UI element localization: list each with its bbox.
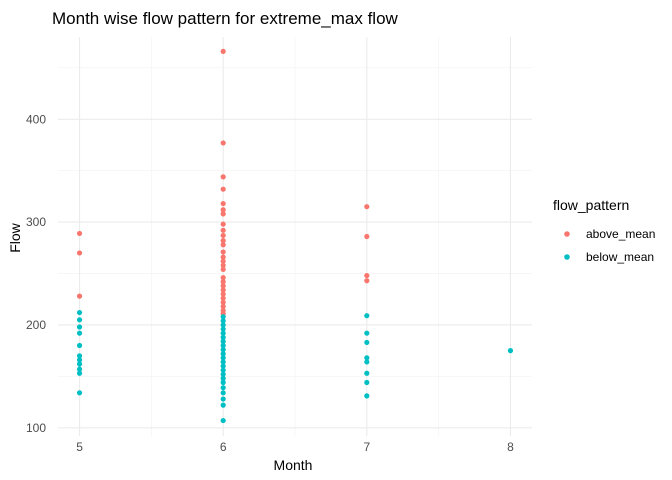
- data-point-below-mean: [220, 342, 226, 349]
- data-point-below-mean: [76, 324, 83, 330]
- data-point-below-mean: [220, 417, 226, 424]
- data-point-above-mean: [220, 283, 226, 289]
- data-point-above-mean: [364, 233, 370, 240]
- data-point-above-mean: [364, 204, 370, 210]
- data-point-below-mean: [76, 390, 83, 396]
- data-point-below-mean: [76, 317, 83, 323]
- data-point-above-mean: [220, 227, 226, 233]
- data-point-above-mean: [76, 250, 83, 256]
- data-point-below-mean: [76, 357, 83, 363]
- data-point-below-mean: [220, 379, 226, 386]
- x-tick-label: 7: [363, 440, 370, 454]
- data-point-below-mean: [220, 363, 226, 369]
- data-points: [76, 48, 514, 424]
- data-point-above-mean: [220, 287, 226, 293]
- data-point-above-mean: [220, 275, 226, 281]
- data-point-above-mean: [220, 291, 226, 297]
- data-point-below-mean: [220, 375, 226, 382]
- y-axis-title: Flow: [7, 222, 23, 252]
- data-point-below-mean: [76, 353, 83, 359]
- data-point-below-mean: [364, 359, 370, 365]
- data-point-above-mean: [220, 249, 226, 255]
- data-point-below-mean: [220, 385, 226, 391]
- data-point-above-mean: [220, 279, 226, 285]
- data-point-below-mean: [364, 339, 370, 346]
- x-axis-tick-labels: 5 6 7 8: [76, 440, 514, 454]
- x-tick-label: 6: [220, 440, 227, 454]
- legend-title: flow_pattern: [553, 197, 629, 213]
- data-point-below-mean: [76, 342, 83, 349]
- data-point-below-mean: [76, 361, 83, 367]
- legend-label-above-mean: above_mean: [586, 227, 655, 241]
- data-point-below-mean: [364, 313, 370, 319]
- data-point-below-mean: [220, 390, 226, 396]
- data-point-below-mean: [220, 351, 226, 357]
- plot-grid: [58, 37, 532, 436]
- data-point-below-mean: [76, 330, 83, 336]
- data-point-above-mean: [220, 258, 226, 264]
- data-point-below-mean: [220, 330, 226, 336]
- data-point-above-mean: [220, 303, 226, 310]
- data-point-below-mean: [220, 371, 226, 377]
- data-point-below-mean: [364, 330, 370, 336]
- data-point-below-mean: [220, 347, 226, 353]
- data-point-below-mean: [364, 355, 370, 361]
- y-axis-tick-labels: 100 200 300 400: [26, 112, 46, 435]
- data-point-above-mean: [220, 140, 226, 146]
- y-tick-label: 200: [26, 318, 46, 332]
- y-tick-label: 100: [26, 421, 46, 435]
- legend-key-below-mean: [564, 254, 570, 260]
- data-point-above-mean: [220, 211, 226, 217]
- x-tick-label: 5: [76, 440, 83, 454]
- data-point-below-mean: [220, 355, 226, 361]
- data-point-above-mean: [220, 221, 226, 227]
- data-point-above-mean: [364, 278, 370, 284]
- data-point-above-mean: [220, 200, 226, 207]
- legend-label-below-mean: below_mean: [586, 250, 654, 264]
- x-tick-label: 8: [507, 440, 514, 454]
- data-point-below-mean: [220, 326, 226, 332]
- data-point-above-mean: [220, 299, 226, 305]
- data-point-below-mean: [220, 322, 226, 328]
- data-point-above-mean: [220, 232, 226, 239]
- data-point-below-mean: [76, 370, 83, 376]
- data-point-above-mean: [220, 238, 226, 244]
- x-axis-title: Month: [274, 457, 313, 473]
- data-point-below-mean: [507, 348, 514, 354]
- data-point-above-mean: [220, 174, 226, 180]
- data-point-above-mean: [220, 242, 226, 248]
- legend-key-above-mean: [564, 231, 570, 237]
- data-point-below-mean: [220, 338, 226, 344]
- data-point-below-mean: [220, 314, 226, 320]
- data-point-below-mean: [364, 379, 370, 386]
- chart-title: Month wise flow pattern for extreme_max …: [52, 9, 399, 28]
- data-point-above-mean: [220, 207, 226, 213]
- data-point-below-mean: [220, 334, 226, 340]
- data-point-above-mean: [220, 295, 226, 301]
- legend: flow_pattern above_mean below_mean: [553, 197, 655, 264]
- data-point-above-mean: [220, 266, 226, 273]
- data-point-above-mean: [76, 293, 83, 299]
- data-point-above-mean: [220, 254, 226, 260]
- y-tick-label: 400: [26, 112, 46, 126]
- data-point-below-mean: [76, 366, 83, 372]
- data-point-below-mean: [220, 367, 226, 373]
- data-point-below-mean: [364, 370, 370, 376]
- data-point-above-mean: [76, 230, 83, 237]
- y-tick-label: 300: [26, 215, 46, 229]
- data-point-below-mean: [76, 309, 83, 316]
- data-point-below-mean: [220, 318, 226, 324]
- data-point-below-mean: [364, 393, 370, 399]
- data-point-below-mean: [220, 402, 226, 408]
- data-point-above-mean: [220, 262, 226, 268]
- data-point-above-mean: [220, 186, 226, 192]
- data-point-below-mean: [220, 359, 226, 365]
- data-point-above-mean: [364, 272, 370, 279]
- data-point-below-mean: [220, 396, 226, 402]
- data-point-above-mean: [220, 48, 226, 54]
